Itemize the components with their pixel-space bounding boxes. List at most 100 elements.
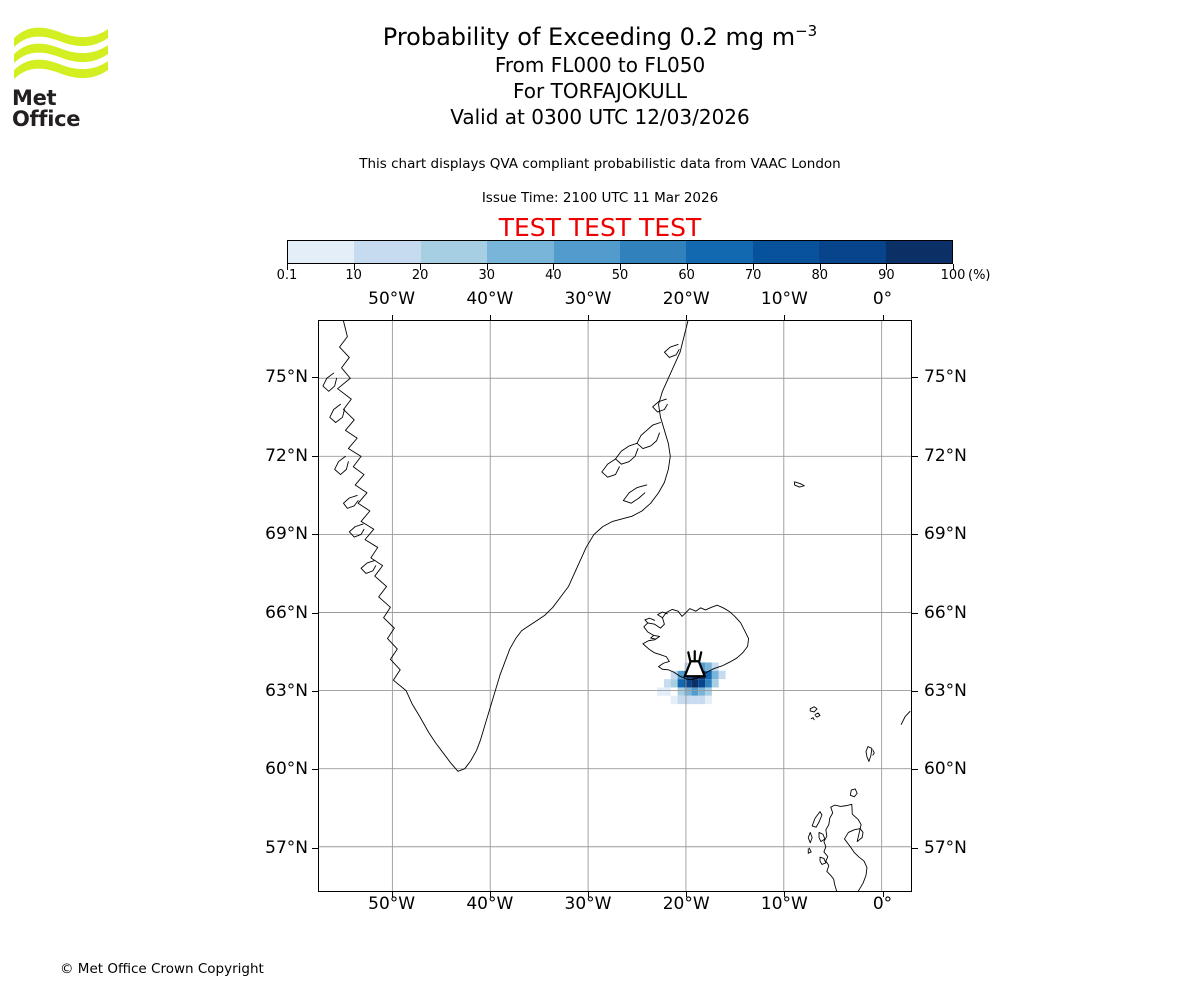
lat-tick-label-right: 60°N (924, 759, 967, 780)
lat-tick-label-left: 60°N (265, 759, 308, 780)
colorbar-tick-label: 0.1 (276, 268, 298, 283)
coastline (329, 403, 345, 423)
colorbar-bin-9 (885, 241, 953, 263)
probability-cell (691, 687, 699, 696)
colorbar-tick (420, 264, 422, 270)
probability-cell (684, 695, 692, 705)
qva-note: This chart displays QVA compliant probab… (359, 156, 841, 172)
coastline (644, 617, 656, 624)
lat-tickmark-left (312, 769, 318, 771)
probability-cell (698, 679, 706, 688)
colorbar-tick (886, 264, 888, 270)
lat-tickmark-right (912, 847, 918, 849)
flight-level-subtitle: From FL000 to FL050 (494, 53, 706, 77)
lon-tickmark-bottom (489, 892, 491, 897)
coastline (348, 523, 365, 538)
lat-tick-label-left: 69°N (265, 524, 308, 545)
colorbar-tick-label: 70 (744, 268, 762, 283)
colorbar-tick-label: 10 (345, 268, 362, 283)
lat-tickmark-left (312, 690, 318, 692)
coastline (849, 788, 858, 798)
coastline-layer (322, 321, 911, 891)
lat-tickmark-right (912, 377, 918, 379)
coastline (823, 803, 868, 891)
probability-cell (677, 679, 685, 688)
colorbar-bin-4 (553, 241, 621, 263)
probability-cell (718, 670, 726, 680)
lon-tickmark-bottom (588, 892, 589, 897)
probability-cell (663, 687, 671, 696)
coastline (794, 481, 805, 488)
lat-tick-label-left: 63°N (265, 680, 308, 701)
probability-cell (663, 679, 671, 688)
colorbar-tick-label: 60 (678, 268, 695, 283)
lon-tick-label-bottom: 0° (872, 894, 893, 914)
met-office-wordmark: Met Office (12, 86, 81, 131)
lon-tick-label-top: 20°W (662, 289, 710, 309)
title-block: Probability of Exceeding 0.2 mg m−3 From… (0, 22, 1200, 130)
lon-tickmark-top (882, 315, 884, 320)
lon-tickmark-top (686, 315, 688, 320)
lat-tickmark-left (312, 847, 318, 849)
main-title-text: Probability of Exceeding 0.2 mg m (382, 23, 796, 51)
lon-tick-label-bottom: 10°W (760, 894, 808, 914)
coastline (807, 847, 812, 854)
colorbar-tick (819, 264, 821, 270)
colorbar-tick-label: 50 (611, 268, 629, 283)
lat-tick-label-right: 57°N (924, 837, 967, 858)
colorbar-tick-label: 20 (411, 268, 429, 283)
colorbar-unit-label: (%) (968, 268, 991, 283)
lon-tick-label-bottom: 20°W (662, 894, 710, 914)
coastline (872, 749, 875, 756)
colorbar-bin-0 (288, 241, 355, 263)
lat-tickmark-right (912, 455, 918, 457)
lat-tickmark-right (912, 769, 918, 771)
coastline (337, 321, 689, 772)
coastline (334, 455, 349, 476)
probability-cell (670, 679, 678, 688)
coastline (322, 372, 338, 392)
lon-tickmark-bottom (391, 892, 393, 897)
volcano-subtitle: For TORFAJOKULL (513, 79, 687, 103)
coastline (622, 484, 648, 504)
coastline (814, 712, 821, 718)
lon-tickmark-top (391, 315, 393, 320)
colorbar-tick-label: 80 (811, 268, 829, 283)
colorbar-tick (287, 264, 288, 270)
colorbar-tick-label: 40 (545, 268, 562, 283)
coastline (652, 398, 668, 413)
coastline (663, 343, 680, 358)
lon-tick-label-bottom: 30°W (564, 894, 612, 914)
lat-tick-label-right: 69°N (924, 524, 967, 545)
issue-time: Issue Time: 2100 UTC 11 Mar 2026 (481, 190, 719, 206)
probability-cell (677, 695, 685, 705)
probability-cell (705, 679, 712, 688)
test-banner: TEST TEST TEST (498, 213, 702, 242)
colorbar-bin-8 (819, 241, 886, 263)
colorbar-bin-6 (686, 241, 753, 263)
met-office-logo: Met Office (12, 24, 122, 130)
coastline (819, 856, 827, 865)
colorbar-bin-1 (354, 241, 421, 263)
map-plot-area[interactable] (318, 320, 912, 892)
coastline (810, 717, 815, 721)
colorbar-tick (753, 264, 755, 270)
lat-tick-label-left: 57°N (265, 837, 308, 858)
main-title-exponent: −3 (795, 22, 818, 40)
probability-cell (684, 679, 692, 688)
probability-cell (677, 670, 685, 680)
coastline (865, 746, 873, 762)
coastline (811, 811, 823, 828)
colorbar-tick-labels: 0.1 10 20 30 40 50 60 70 80 90 100 (0, 268, 1200, 286)
coastline (650, 634, 657, 640)
lat-tick-label-left: 72°N (265, 445, 308, 466)
volcano-eruption-line (698, 651, 703, 663)
lat-tickmark-left (312, 377, 318, 379)
lat-tick-label-left: 66°N (265, 602, 308, 623)
coastline (657, 611, 668, 619)
colorbar-bin-3 (487, 241, 554, 263)
coastline (601, 458, 620, 478)
colorbar-tick (553, 264, 555, 270)
lat-tick-label-left: 75°N (265, 367, 308, 388)
colorbar-tick (686, 264, 688, 270)
